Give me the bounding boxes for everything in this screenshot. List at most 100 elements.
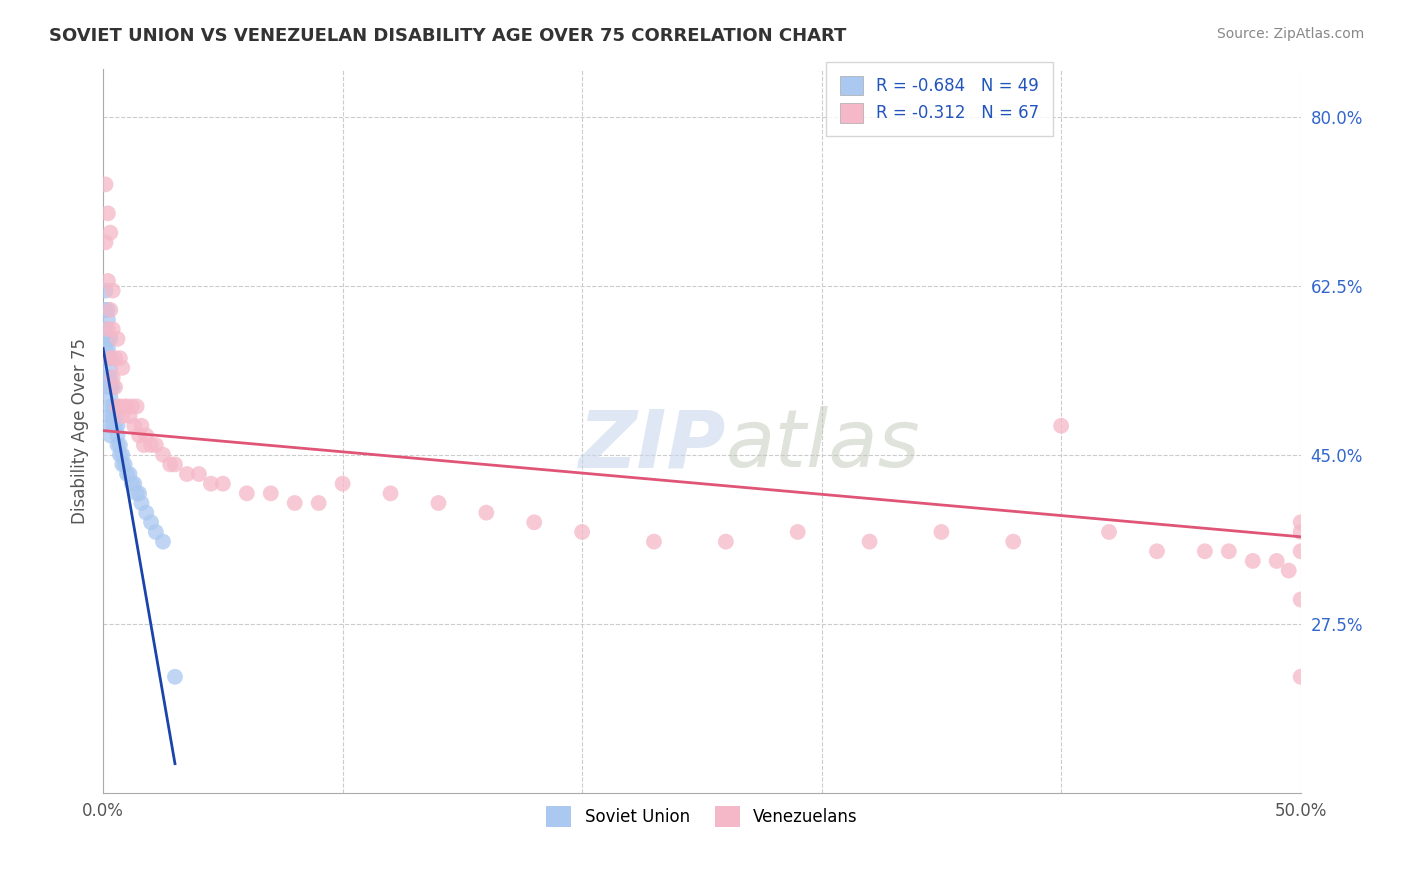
Point [135, 428, 157, 442]
Point [125, 486, 148, 500]
Point [145, 524, 167, 539]
Point [98, 370, 121, 384]
Point [101, 409, 124, 423]
Point [94, 332, 117, 346]
Point [714, 534, 737, 549]
Point [97, 370, 120, 384]
Point [114, 458, 136, 472]
Point [1278, 564, 1301, 578]
Point [1289, 524, 1312, 539]
Point [145, 438, 167, 452]
Point [107, 332, 129, 346]
Point [98, 360, 121, 375]
Point [571, 524, 593, 539]
Point [786, 524, 808, 539]
Point [260, 486, 283, 500]
Point [94, 342, 117, 356]
Point [97, 302, 120, 317]
Point [107, 438, 129, 452]
Point [132, 438, 155, 452]
Point [114, 400, 136, 414]
Point [427, 496, 450, 510]
Point [94, 284, 117, 298]
Point [94, 235, 117, 250]
Point [98, 351, 121, 366]
Point [115, 400, 138, 414]
Point [121, 400, 143, 414]
Point [643, 534, 665, 549]
Point [98, 332, 121, 346]
Point [118, 467, 141, 481]
Point [163, 458, 186, 472]
Point [152, 448, 174, 462]
Point [163, 670, 186, 684]
Point [1289, 670, 1312, 684]
Point [101, 418, 124, 433]
Point [1194, 544, 1216, 558]
Point [523, 516, 546, 530]
Point [98, 428, 121, 442]
Point [94, 322, 117, 336]
Point [97, 332, 120, 346]
Point [1218, 544, 1240, 558]
Point [139, 438, 162, 452]
Point [1098, 524, 1121, 539]
Point [98, 390, 121, 404]
Point [1289, 592, 1312, 607]
Legend: Soviet Union, Venezuelans: Soviet Union, Venezuelans [538, 798, 866, 835]
Point [104, 380, 127, 394]
Point [128, 486, 150, 500]
Point [111, 458, 134, 472]
Point [1241, 554, 1264, 568]
Point [1289, 516, 1312, 530]
Point [101, 400, 124, 414]
Point [125, 400, 148, 414]
Point [122, 418, 145, 433]
Point [115, 467, 138, 481]
Text: SOVIET UNION VS VENEZUELAN DISABILITY AGE OVER 75 CORRELATION CHART: SOVIET UNION VS VENEZUELAN DISABILITY AG… [49, 27, 846, 45]
Point [97, 312, 120, 326]
Point [380, 486, 402, 500]
Point [332, 476, 354, 491]
Point [108, 351, 131, 366]
Point [107, 400, 129, 414]
Point [236, 486, 259, 500]
Point [111, 448, 134, 462]
Point [131, 496, 153, 510]
Point [97, 322, 120, 336]
Point [284, 496, 307, 510]
Point [108, 448, 131, 462]
Point [104, 409, 127, 423]
Point [94, 178, 117, 192]
Point [98, 400, 121, 414]
Point [97, 380, 120, 394]
Point [1289, 544, 1312, 558]
Text: ZIP: ZIP [578, 406, 725, 484]
Point [135, 506, 157, 520]
Point [187, 467, 209, 481]
Point [931, 524, 953, 539]
Text: atlas: atlas [725, 406, 921, 484]
Point [101, 322, 124, 336]
Y-axis label: Disability Age Over 75: Disability Age Over 75 [72, 337, 89, 524]
Point [128, 428, 150, 442]
Point [159, 458, 181, 472]
Point [200, 476, 222, 491]
Point [98, 226, 121, 240]
Point [107, 418, 129, 433]
Point [98, 351, 121, 366]
Point [1050, 418, 1073, 433]
Point [1146, 544, 1168, 558]
Point [212, 476, 235, 491]
Point [101, 380, 124, 394]
Point [108, 400, 131, 414]
Point [152, 534, 174, 549]
Point [104, 400, 127, 414]
Point [176, 467, 198, 481]
Point [111, 409, 134, 423]
Point [97, 206, 120, 220]
Point [139, 516, 162, 530]
Point [131, 418, 153, 433]
Point [104, 351, 127, 366]
Point [97, 274, 120, 288]
